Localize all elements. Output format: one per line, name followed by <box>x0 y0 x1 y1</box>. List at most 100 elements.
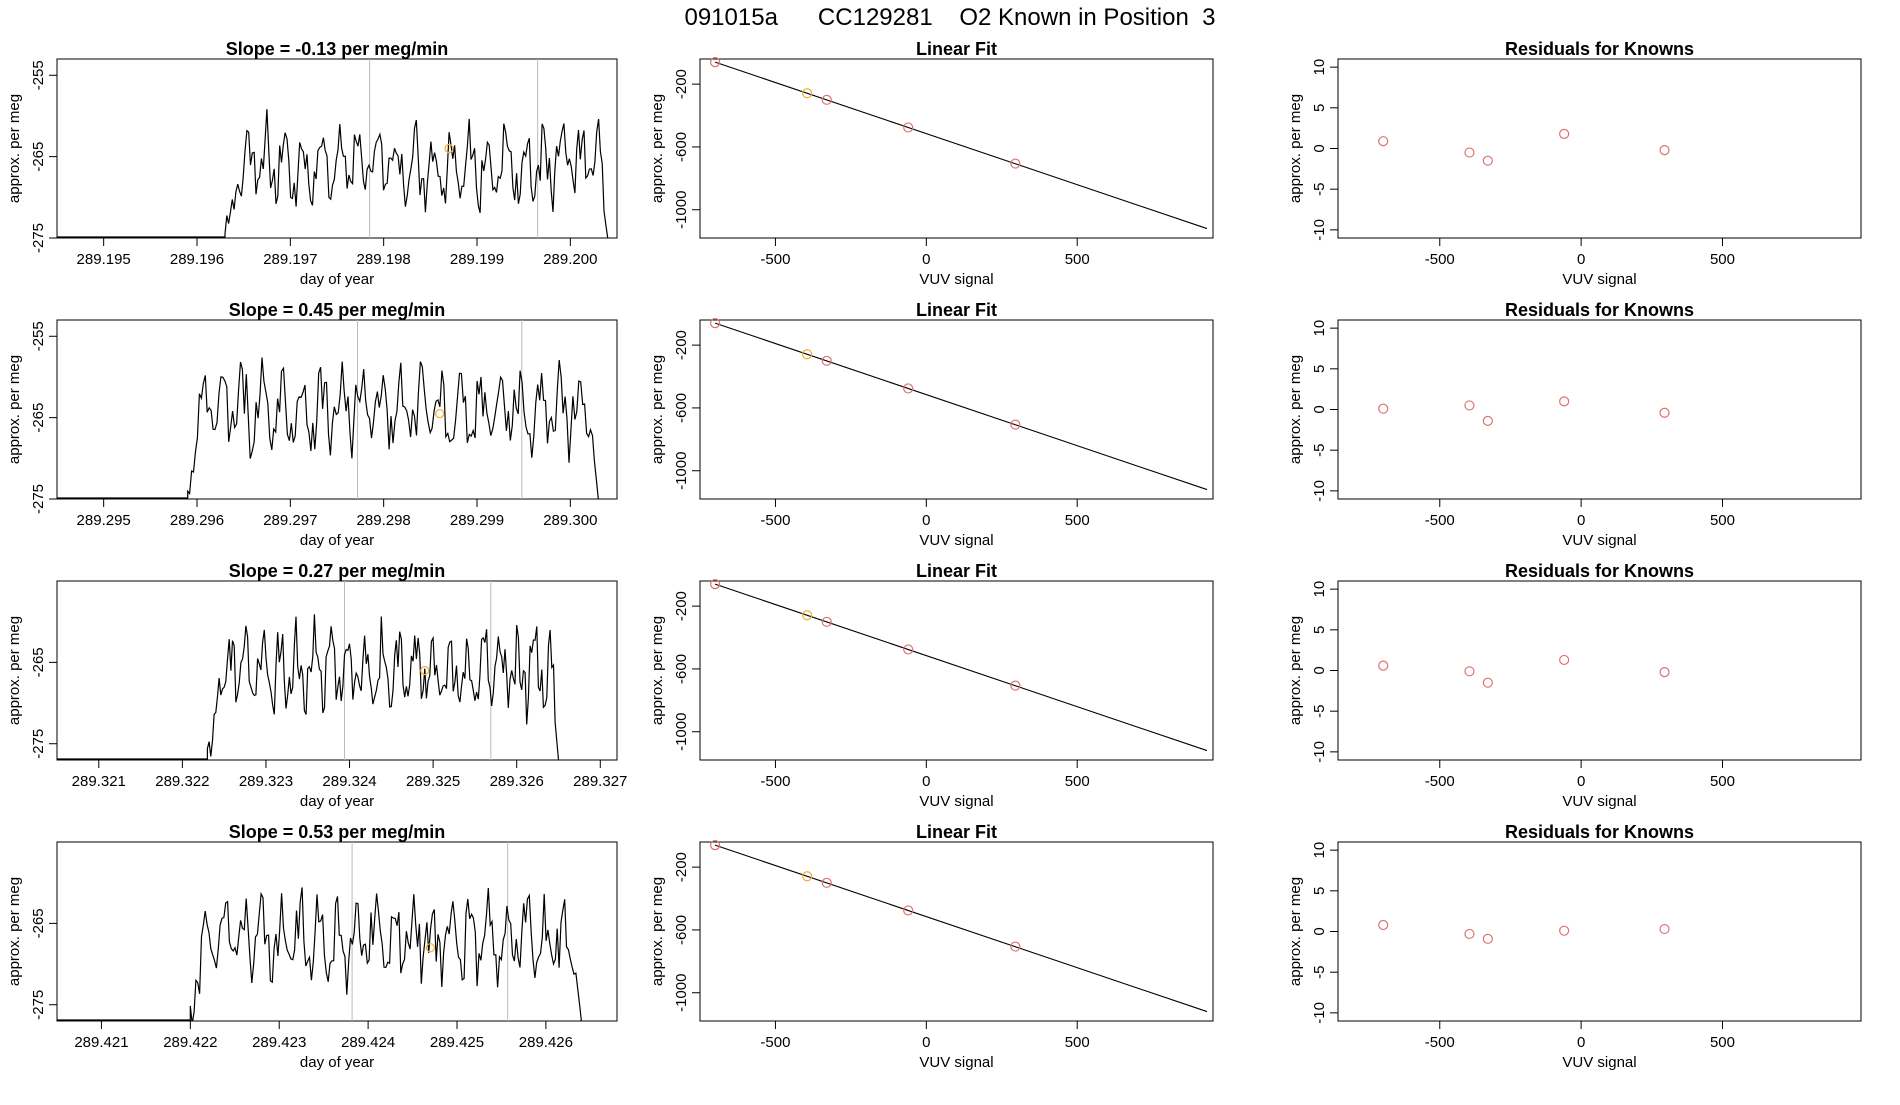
chart-3-data-point-4 <box>1559 128 1570 139</box>
chart-8-xlabel: VUV signal <box>919 793 993 810</box>
chart-6-xtick-label: 500 <box>1710 512 1735 529</box>
chart-10-ytick-label: -275 <box>30 990 47 1020</box>
chart-11-title: Linear Fit <box>916 822 997 842</box>
chart-5-data-point-2 <box>802 349 813 360</box>
chart-9-ytick-label: 0 <box>1311 666 1328 674</box>
chart-11-plot-frame <box>699 841 1214 1022</box>
chart-3-data-point-3 <box>1482 155 1493 166</box>
chart-10-xtick-label: 289.425 <box>430 1034 484 1051</box>
chart-6-ytick-label: 0 <box>1311 405 1328 413</box>
chart-11-ytick-label: -200 <box>673 852 690 882</box>
chart-6-xtick-label: 0 <box>1577 512 1585 529</box>
chart-7-xtick-label: 289.323 <box>239 773 293 790</box>
chart-6-data-point-1 <box>1378 403 1389 414</box>
chart-11-data-point-1 <box>709 840 721 851</box>
chart-8-xtick-label: 0 <box>922 773 930 790</box>
chart-6-plot-frame <box>1337 319 1862 500</box>
chart-2-ylabel: approx. per meg <box>649 94 666 203</box>
chart-3-xtick-label: 500 <box>1710 251 1735 268</box>
chart-4-series-line <box>57 357 599 499</box>
chart-6-data-point-4 <box>1559 396 1570 407</box>
chart-5-data-point-1 <box>709 318 721 329</box>
chart-5-data-point-3 <box>821 355 832 366</box>
chart-9-xtick-label: 0 <box>1577 773 1585 790</box>
chart-4-ytick-label: -275 <box>30 484 47 514</box>
chart-11-ylabel: approx. per meg <box>649 877 666 986</box>
main-title: 091015a CC129281 O2 Known in Position 3 <box>684 4 1216 31</box>
chart-12-ytick-label: 0 <box>1311 927 1328 935</box>
chart-8-xtick-label: 500 <box>1065 773 1090 790</box>
chart-7-xtick-label: 289.327 <box>573 773 627 790</box>
chart-3-plot-frame <box>1337 58 1862 239</box>
chart-3-data-point-5 <box>1659 145 1670 156</box>
chart-2-title: Linear Fit <box>916 39 997 59</box>
chart-12-xtick-label: 500 <box>1710 1034 1735 1051</box>
chart-5-xlabel: VUV signal <box>919 532 993 549</box>
chart-9-ytick-label: 5 <box>1311 626 1328 634</box>
chart-9-ytick-label: -5 <box>1311 705 1328 718</box>
chart-2-xtick-label: 500 <box>1065 251 1090 268</box>
chart-3-ytick-label: 5 <box>1311 104 1328 112</box>
chart-9-xlabel: VUV signal <box>1562 793 1636 810</box>
chart-12-xtick-label: 0 <box>1577 1034 1585 1051</box>
chart-1-plot-frame <box>56 58 618 239</box>
chart-12-plot-frame <box>1337 841 1862 1022</box>
chart-12-ytick-label: -10 <box>1311 1002 1328 1024</box>
chart-11-ytick-label: -1000 <box>673 974 690 1012</box>
chart-7-xtick-label: 289.321 <box>72 773 126 790</box>
chart-5-fit-line <box>714 322 1208 491</box>
chart-9-ylabel: approx. per meg <box>1287 616 1304 725</box>
chart-1-marker-point <box>444 143 454 154</box>
chart-7-xtick-label: 289.325 <box>406 773 460 790</box>
chart-7-title: Slope = 0.27 per meg/min <box>229 561 446 581</box>
chart-9-data-point-5 <box>1659 667 1670 678</box>
chart-7-ytick-label: -275 <box>30 729 47 759</box>
chart-7-ylabel: approx. per meg <box>6 616 23 725</box>
chart-10-title: Slope = 0.53 per meg/min <box>229 822 446 842</box>
chart-3-data-point-1 <box>1378 136 1389 147</box>
chart-5-data-point-5 <box>1010 419 1021 430</box>
chart-6-ytick-label: -10 <box>1311 480 1328 502</box>
chart-6-ytick-label: 10 <box>1311 320 1328 337</box>
chart-4-xtick-label: 289.297 <box>263 512 317 529</box>
chart-2-plot-frame <box>699 58 1214 239</box>
chart-4-xtick-label: 289.299 <box>450 512 504 529</box>
chart-12-data-point-4 <box>1559 925 1570 936</box>
chart-6-ytick-label: 5 <box>1311 365 1328 373</box>
chart-2-ytick-label: -1000 <box>673 191 690 229</box>
chart-8-xtick-label: -500 <box>760 773 790 790</box>
chart-8-ylabel: approx. per meg <box>649 616 666 725</box>
chart-7-xtick-label: 289.324 <box>322 773 376 790</box>
chart-10-series-line <box>57 887 582 1021</box>
chart-8-data-point-4 <box>903 644 914 655</box>
chart-11-data-point-5 <box>1010 941 1021 952</box>
chart-10-xtick-label: 289.421 <box>74 1034 128 1051</box>
chart-2-xtick-label: -500 <box>760 251 790 268</box>
chart-11-data-point-4 <box>903 905 914 916</box>
chart-8-data-point-2 <box>802 610 813 621</box>
chart-4-ylabel: approx. per meg <box>6 355 23 464</box>
chart-11-data-point-3 <box>821 877 832 888</box>
chart-7-xtick-label: 289.326 <box>490 773 544 790</box>
chart-12-data-point-1 <box>1378 919 1389 931</box>
chart-3-ytick-label: -5 <box>1311 183 1328 196</box>
chart-3-data-point-2 <box>1464 147 1475 158</box>
chart-12-data-point-2 <box>1464 928 1475 940</box>
chart-11-xtick-label: 500 <box>1065 1034 1090 1051</box>
chart-8-data-point-1 <box>709 579 721 590</box>
chart-2-data-point-4 <box>903 122 914 133</box>
chart-12-ytick-label: 10 <box>1311 842 1328 859</box>
chart-1-xtick-label: 289.196 <box>170 251 224 268</box>
chart-8-fit-line <box>714 583 1208 752</box>
chart-1-ytick-label: -265 <box>30 142 47 172</box>
chart-3-ytick-label: 0 <box>1311 144 1328 152</box>
chart-2-xlabel: VUV signal <box>919 271 993 288</box>
chart-8-ytick-label: -600 <box>673 654 690 684</box>
chart-9-data-point-1 <box>1378 660 1389 671</box>
chart-10-xtick-label: 289.423 <box>252 1034 306 1051</box>
chart-8-ytick-label: -200 <box>673 591 690 621</box>
chart-11-xtick-label: -500 <box>760 1034 790 1051</box>
chart-4-ytick-label: -255 <box>30 321 47 351</box>
chart-6-data-point-5 <box>1659 407 1670 418</box>
chart-2-fit-line <box>714 61 1208 230</box>
